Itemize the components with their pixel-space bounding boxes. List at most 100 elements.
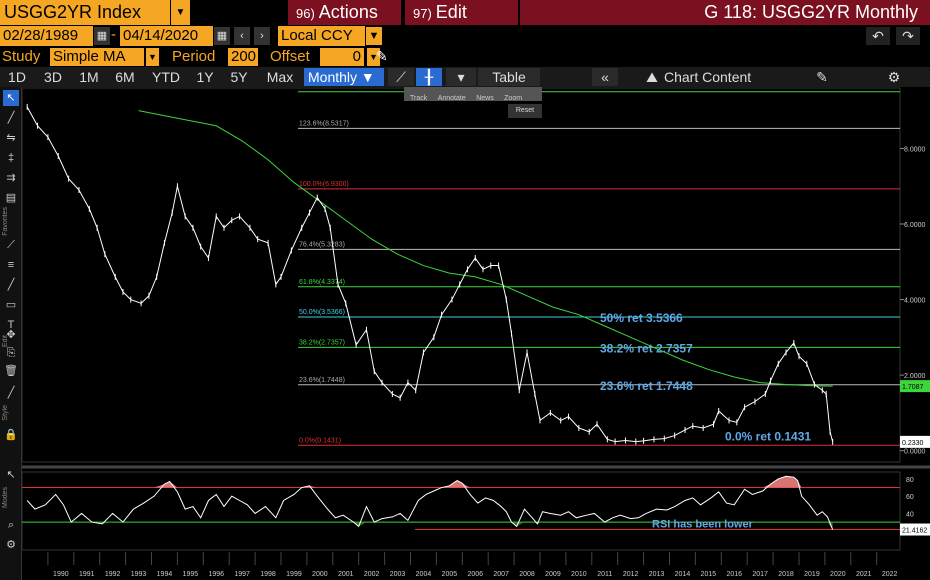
prev-arrow-icon[interactable]: ‹ — [234, 27, 250, 45]
retracement-annotation: 23.6% ret 1.7448 — [600, 379, 693, 393]
end-date-field[interactable]: 04/14/2020 — [120, 26, 213, 46]
x-tick-label: 2010 — [571, 571, 587, 578]
start-date-field[interactable]: 02/28/1989 — [0, 26, 93, 46]
offset-field[interactable]: 0 — [320, 48, 364, 66]
chart-type-dropdown-icon[interactable]: ▾ — [446, 68, 476, 86]
x-tick-label: 2015 — [701, 571, 717, 578]
retracement-annotation: 38.2% ret 2.7357 — [600, 341, 693, 355]
range-5y[interactable]: 5Y — [230, 69, 248, 85]
currency-dropdown-icon[interactable]: ▼ — [366, 27, 382, 45]
x-tick-label: 1991 — [79, 571, 95, 578]
track-button[interactable]: Track — [410, 95, 428, 102]
lock-icon[interactable]: 🔒 — [4, 429, 18, 441]
period-label: Period — [172, 48, 216, 65]
text-tool-icon[interactable]: T — [7, 319, 15, 331]
rect-tool-icon[interactable]: ▭ — [5, 299, 17, 311]
x-tick-label: 1998 — [260, 571, 276, 578]
horizontal-tool-icon[interactable]: ‡ — [7, 152, 15, 164]
rsi-tick-label: 80 — [906, 477, 914, 484]
rsi-oversold-fill — [27, 522, 833, 530]
x-tick-label: 2001 — [338, 571, 354, 578]
next-arrow-icon[interactable]: › — [254, 27, 270, 45]
move-tool-icon[interactable]: ✥ — [6, 329, 16, 341]
chart-content-button[interactable]: Chart Content — [664, 69, 752, 85]
x-tick-label: 2002 — [364, 571, 380, 578]
pointer-icon[interactable]: ↖ — [3, 90, 19, 106]
frequency-dropdown[interactable]: Monthly ▼ — [304, 68, 384, 86]
date-separator: - — [111, 26, 116, 43]
last-ma-value: 1.7087 — [902, 384, 924, 391]
range-toolbar: 1D 3D 1M 6M YTD 1Y 5Y Max Monthly ▼ ⟋ ╂ … — [0, 67, 930, 87]
delete-tool-icon[interactable]: 🗑 — [4, 365, 18, 377]
ray-tool-icon[interactable]: ╱ — [7, 279, 15, 291]
rsi-last-value: 21.4162 — [902, 528, 927, 535]
y-tick-label: 8.0000 — [904, 146, 926, 153]
ticker-dropdown-icon[interactable]: ▼ — [170, 0, 190, 25]
edit-menu-button[interactable]: 97) Edit — [405, 0, 518, 25]
currency-field[interactable]: Local CCY — [278, 26, 365, 46]
period-field[interactable]: 200 — [228, 48, 258, 66]
line-tool-icon[interactable]: ╱ — [7, 112, 15, 124]
range-1m[interactable]: 1M — [79, 69, 99, 85]
trend-tool-icon[interactable]: ⟋ — [7, 239, 15, 251]
channel-tool-icon[interactable]: ≡ — [7, 259, 15, 271]
bar-chart-icon[interactable]: ╂ — [416, 68, 442, 86]
calendar-icon[interactable]: ▦ — [214, 27, 230, 45]
x-tick-label: 2013 — [649, 571, 665, 578]
copy-tool-icon[interactable]: ⎘ — [6, 347, 16, 359]
reset-button[interactable]: Reset — [508, 104, 542, 118]
x-tick-label: 2004 — [416, 571, 432, 578]
actions-menu-button[interactable]: 96) Actions — [288, 0, 401, 25]
zoom-button[interactable]: Zoom — [504, 95, 523, 102]
ticker-field[interactable]: USGG2YR Index — [0, 0, 170, 25]
study-dropdown-icon[interactable]: ▼ — [145, 48, 159, 66]
settings-gear-icon[interactable]: ⚙ — [887, 69, 901, 85]
chart-svg[interactable]: 123.6%(8.5317) 100.0%(6.9300) 76.4%(5.3283… — [0, 87, 930, 580]
x-tick-label: 2012 — [623, 571, 639, 578]
style-line-icon[interactable]: ╱ — [7, 387, 15, 399]
gear-mode-icon[interactable]: ⚙ — [6, 539, 16, 551]
last-price-badge — [900, 435, 930, 448]
zoom-mode-icon[interactable]: ⌕ — [7, 519, 15, 531]
fib-tool-icon[interactable]: ▤ — [5, 192, 17, 204]
parallel-tool-icon[interactable]: ⇉ — [6, 172, 16, 184]
cursor-mode-icon[interactable]: ↖ — [6, 469, 16, 481]
range-1d[interactable]: 1D — [8, 69, 26, 85]
date-bar: 02/28/1989 ▦ - 04/14/2020 ▦ ‹ › Local CC… — [0, 25, 930, 47]
redo-icon[interactable]: ↷ — [896, 27, 920, 45]
x-tick-label: 2022 — [882, 571, 898, 578]
last-price-value: 0.2330 — [902, 440, 924, 447]
range-3d[interactable]: 3D — [44, 69, 62, 85]
line-chart-icon[interactable]: ⟋ — [388, 68, 414, 86]
chart-content-icon: ⛰ — [646, 69, 658, 85]
undo-icon[interactable]: ↶ — [866, 27, 890, 45]
rsi-overbought-fill — [27, 476, 833, 488]
range-1y[interactable]: 1Y — [196, 69, 214, 85]
multi-line-tool-icon[interactable]: ⇋ — [6, 132, 16, 144]
edit-label: Edit — [435, 2, 467, 22]
y-tick-label: 6.0000 — [904, 222, 926, 229]
range-ytd[interactable]: YTD — [152, 69, 180, 85]
study-field[interactable]: Simple MA — [50, 48, 144, 66]
news-button[interactable]: News — [476, 95, 494, 102]
fib-label: 100.0%(6.9300) — [299, 181, 349, 188]
calendar-icon[interactable]: ▦ — [94, 27, 110, 45]
mini-toolbar: Track Annotate News Zoom — [404, 87, 542, 102]
x-tick-label: 2021 — [856, 571, 872, 578]
range-max[interactable]: Max — [266, 69, 294, 85]
pencil-icon[interactable]: ✎ — [376, 48, 388, 64]
annotate-button[interactable]: Annotate — [437, 95, 466, 102]
y-tick-label: 0.0000 — [904, 449, 926, 456]
x-tick-label: 2009 — [545, 571, 561, 578]
table-button[interactable]: Table — [478, 68, 540, 86]
study-label: Study — [2, 48, 41, 65]
offset-dropdown-icon[interactable]: ▼ — [366, 48, 380, 66]
edit-chart-icon[interactable]: ✎ — [816, 69, 828, 85]
collapse-icon[interactable]: « — [592, 68, 618, 86]
range-6m[interactable]: 6M — [115, 69, 135, 85]
fib-label: 0.0%(0.1431) — [299, 437, 341, 444]
price-series — [26, 103, 834, 445]
x-tick-label: 2017 — [752, 571, 768, 578]
annotations: 50% ret 3.5366 38.2% ret 2.7357 23.6% ret … — [600, 311, 811, 443]
